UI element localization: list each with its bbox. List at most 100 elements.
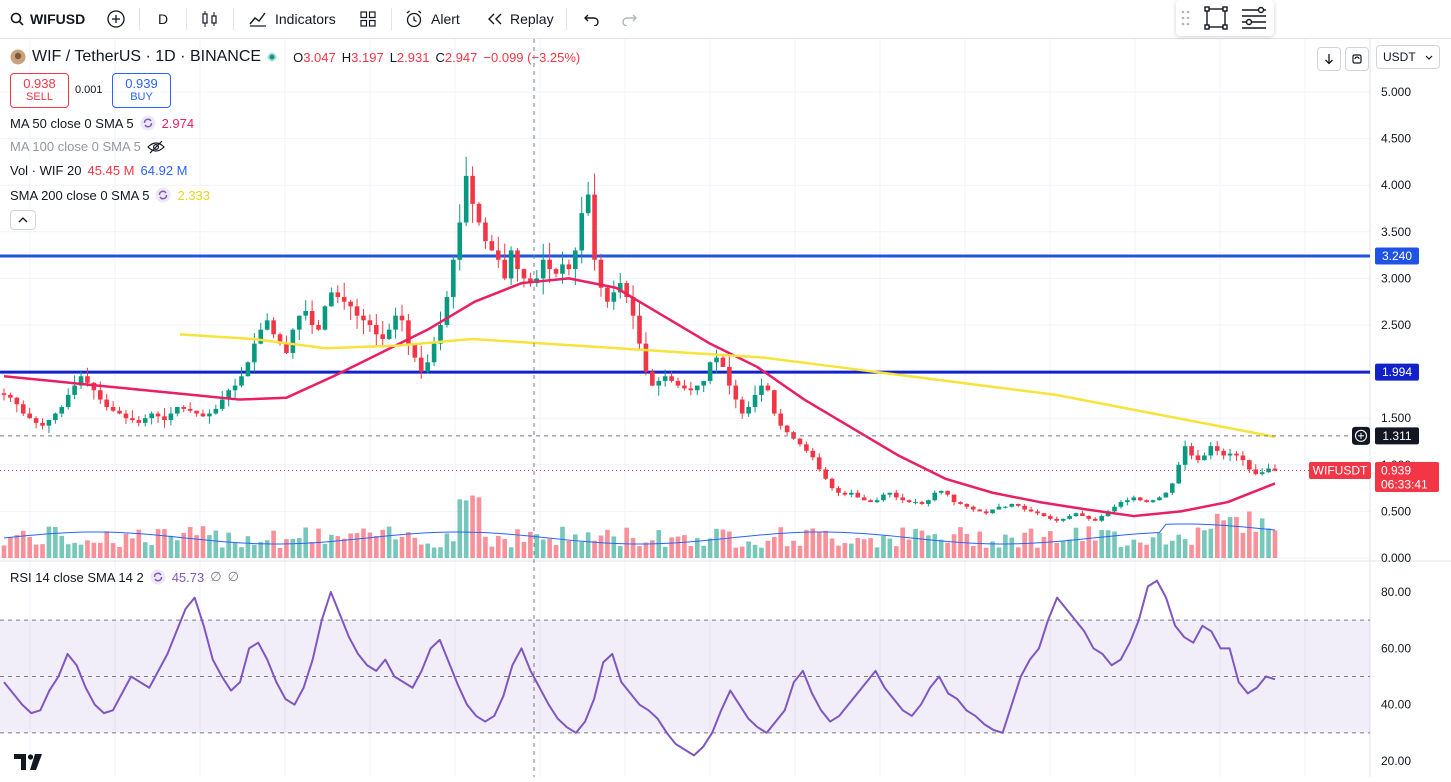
volume-bar xyxy=(277,547,283,558)
volume-bar xyxy=(341,538,347,558)
legend-volume[interactable]: Vol · WIF 20 45.45 M 64.92 M xyxy=(10,163,188,178)
volume-bar xyxy=(521,541,527,558)
compare-button[interactable] xyxy=(106,0,126,38)
candle-body xyxy=(938,490,944,493)
legend-ma50[interactable]: MA 50 close 0 SMA 5 2.974 xyxy=(10,115,194,131)
candle-body xyxy=(906,500,912,503)
volume-bar xyxy=(1105,530,1111,558)
eye-hidden-icon[interactable] xyxy=(146,140,165,154)
candle-body xyxy=(951,494,957,503)
volume-bar xyxy=(893,546,899,558)
candle-body xyxy=(861,497,867,501)
price-axis-label: 4.500 xyxy=(1381,132,1411,146)
volume-bar xyxy=(977,531,983,558)
candle-body xyxy=(65,394,71,408)
candle-body xyxy=(579,213,585,251)
candle-body xyxy=(367,320,373,325)
undo-button[interactable] xyxy=(583,0,601,38)
currency-select[interactable]: USDT xyxy=(1376,45,1440,69)
reset-scale-button[interactable] xyxy=(1345,47,1369,71)
candle-body xyxy=(547,259,552,270)
volume-bar xyxy=(1150,537,1156,558)
volume-bar xyxy=(393,539,398,558)
volume-bar xyxy=(842,543,848,558)
indicators-label: Indicators xyxy=(275,11,336,27)
candle-body xyxy=(1060,518,1066,521)
volume-bar xyxy=(650,540,655,558)
scroll-to-latest-button[interactable] xyxy=(1317,47,1341,71)
sync-icon[interactable] xyxy=(155,187,171,203)
candle-body xyxy=(810,450,816,458)
candle-body xyxy=(849,492,854,495)
volume-bar xyxy=(1189,544,1194,558)
candle-body xyxy=(20,404,26,414)
rsi-axis-label: 20.00 xyxy=(1381,754,1411,768)
volume-bar xyxy=(951,534,957,558)
candle-body xyxy=(277,334,283,344)
sync-icon[interactable] xyxy=(150,569,166,585)
price-chart[interactable]: 5.0004.5004.0003.5003.0002.5001.5001.000… xyxy=(0,39,1451,777)
candle-body xyxy=(284,343,289,353)
symbol-header: WIF / TetherUS · 1D · BINANCE O3.047 H3.… xyxy=(10,48,580,66)
candle-body xyxy=(8,394,13,398)
sync-icon[interactable] xyxy=(140,115,156,131)
volume-bar xyxy=(117,546,122,558)
symbol-search[interactable]: WIFUSD xyxy=(10,0,85,38)
candle-body xyxy=(399,315,405,321)
candle-body xyxy=(53,413,58,421)
volume-bar xyxy=(682,535,687,558)
chart-type-button[interactable] xyxy=(200,0,220,38)
sell-button[interactable]: 0.938 SELL xyxy=(10,73,69,108)
tag-symbol: WIFUSDT xyxy=(1309,461,1371,479)
buy-button[interactable]: 0.939 BUY xyxy=(112,73,171,108)
price-axis-label: 3.500 xyxy=(1381,225,1411,239)
candle-body xyxy=(1080,513,1085,517)
sell-price: 0.938 xyxy=(23,76,56,91)
replay-button[interactable]: Replay xyxy=(486,0,554,38)
legend-rsi[interactable]: RSI 14 close SMA 14 2 45.73 ∅ ∅ xyxy=(10,569,239,585)
floating-toolbar xyxy=(1176,0,1274,36)
candle-body xyxy=(842,492,848,495)
chart-area[interactable]: 5.0004.5004.0003.5003.0002.5001.5001.000… xyxy=(0,39,1451,777)
candle-body xyxy=(386,329,392,339)
layouts-button[interactable] xyxy=(359,0,377,38)
volume-bar xyxy=(470,495,475,558)
rsi-line xyxy=(3,579,1276,757)
volume-bar xyxy=(1092,540,1098,558)
volume-bar xyxy=(566,540,572,558)
candle-body xyxy=(630,297,636,316)
collapse-legend-button[interactable] xyxy=(10,210,36,230)
volume-bar xyxy=(290,538,296,558)
svg-text:WIFUSDT: WIFUSDT xyxy=(1313,463,1368,477)
tradingview-logo xyxy=(14,754,46,775)
interval-button[interactable]: D xyxy=(158,0,168,38)
volume-bar xyxy=(1022,532,1027,558)
indicators-button[interactable]: Indicators xyxy=(248,0,336,38)
candle-body xyxy=(881,494,886,501)
legend-ma100[interactable]: MA 100 close 0 SMA 5 xyxy=(10,139,165,154)
volume-bar xyxy=(573,534,578,558)
volume-bar xyxy=(1125,545,1130,558)
volume-bar xyxy=(733,547,739,558)
candle-body xyxy=(1208,446,1214,456)
candle-body xyxy=(823,469,828,479)
redo-button[interactable] xyxy=(620,0,638,38)
volume-bar xyxy=(72,542,77,558)
tag-crosshair: 1.311 xyxy=(1375,427,1419,445)
volume-bar xyxy=(624,527,629,558)
volume-bar xyxy=(130,538,135,558)
replay-label: Replay xyxy=(510,11,554,27)
divider xyxy=(139,8,140,30)
candles-icon xyxy=(202,11,217,27)
alert-button[interactable]: Alert xyxy=(404,0,460,38)
buy-label: BUY xyxy=(130,91,153,103)
legend-sma200[interactable]: SMA 200 close 0 SMA 5 2.333 xyxy=(10,187,210,203)
candle-body xyxy=(252,343,257,363)
candle-body xyxy=(1189,446,1194,456)
candle-body xyxy=(958,502,963,504)
volume-bar xyxy=(1253,531,1259,558)
candle-body xyxy=(662,376,668,381)
ohlc-close: C2.947 xyxy=(435,49,478,65)
candle-body xyxy=(33,418,39,423)
candle-body xyxy=(489,241,495,251)
